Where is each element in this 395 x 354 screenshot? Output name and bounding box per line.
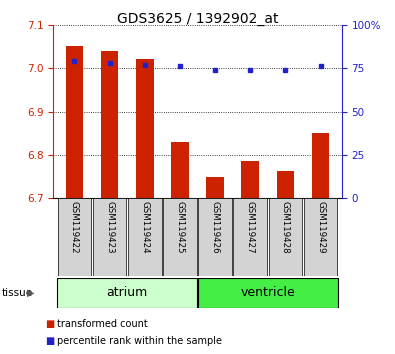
Bar [233, 198, 267, 276]
Bar [171, 142, 189, 198]
Bar [198, 278, 338, 308]
Bar [101, 51, 118, 198]
Bar [163, 198, 197, 276]
Bar [66, 46, 83, 198]
Bar [93, 198, 126, 276]
Text: ■: ■ [45, 336, 55, 346]
Text: ▶: ▶ [27, 288, 34, 298]
Text: GSM119422: GSM119422 [70, 201, 79, 253]
Text: GDS3625 / 1392902_at: GDS3625 / 1392902_at [117, 12, 278, 27]
Bar [241, 161, 259, 198]
Text: tissue: tissue [2, 288, 33, 298]
Text: GSM119426: GSM119426 [211, 201, 220, 253]
Text: GSM119427: GSM119427 [246, 201, 255, 253]
Text: transformed count: transformed count [57, 319, 148, 329]
Text: GSM119423: GSM119423 [105, 201, 114, 253]
Bar [58, 198, 91, 276]
Text: ventricle: ventricle [241, 286, 295, 299]
Text: ■: ■ [45, 319, 55, 329]
Text: GSM119428: GSM119428 [281, 201, 290, 253]
Bar [198, 198, 232, 276]
Bar [269, 198, 302, 276]
Text: atrium: atrium [107, 286, 148, 299]
Text: GSM119424: GSM119424 [140, 201, 149, 253]
Text: GSM119429: GSM119429 [316, 201, 325, 253]
Bar [304, 198, 337, 276]
Bar [276, 171, 294, 198]
Text: GSM119425: GSM119425 [175, 201, 184, 253]
Bar [57, 278, 197, 308]
Bar [128, 198, 162, 276]
Text: percentile rank within the sample: percentile rank within the sample [57, 336, 222, 346]
Bar [206, 177, 224, 198]
Bar [136, 59, 154, 198]
Bar [312, 133, 329, 198]
